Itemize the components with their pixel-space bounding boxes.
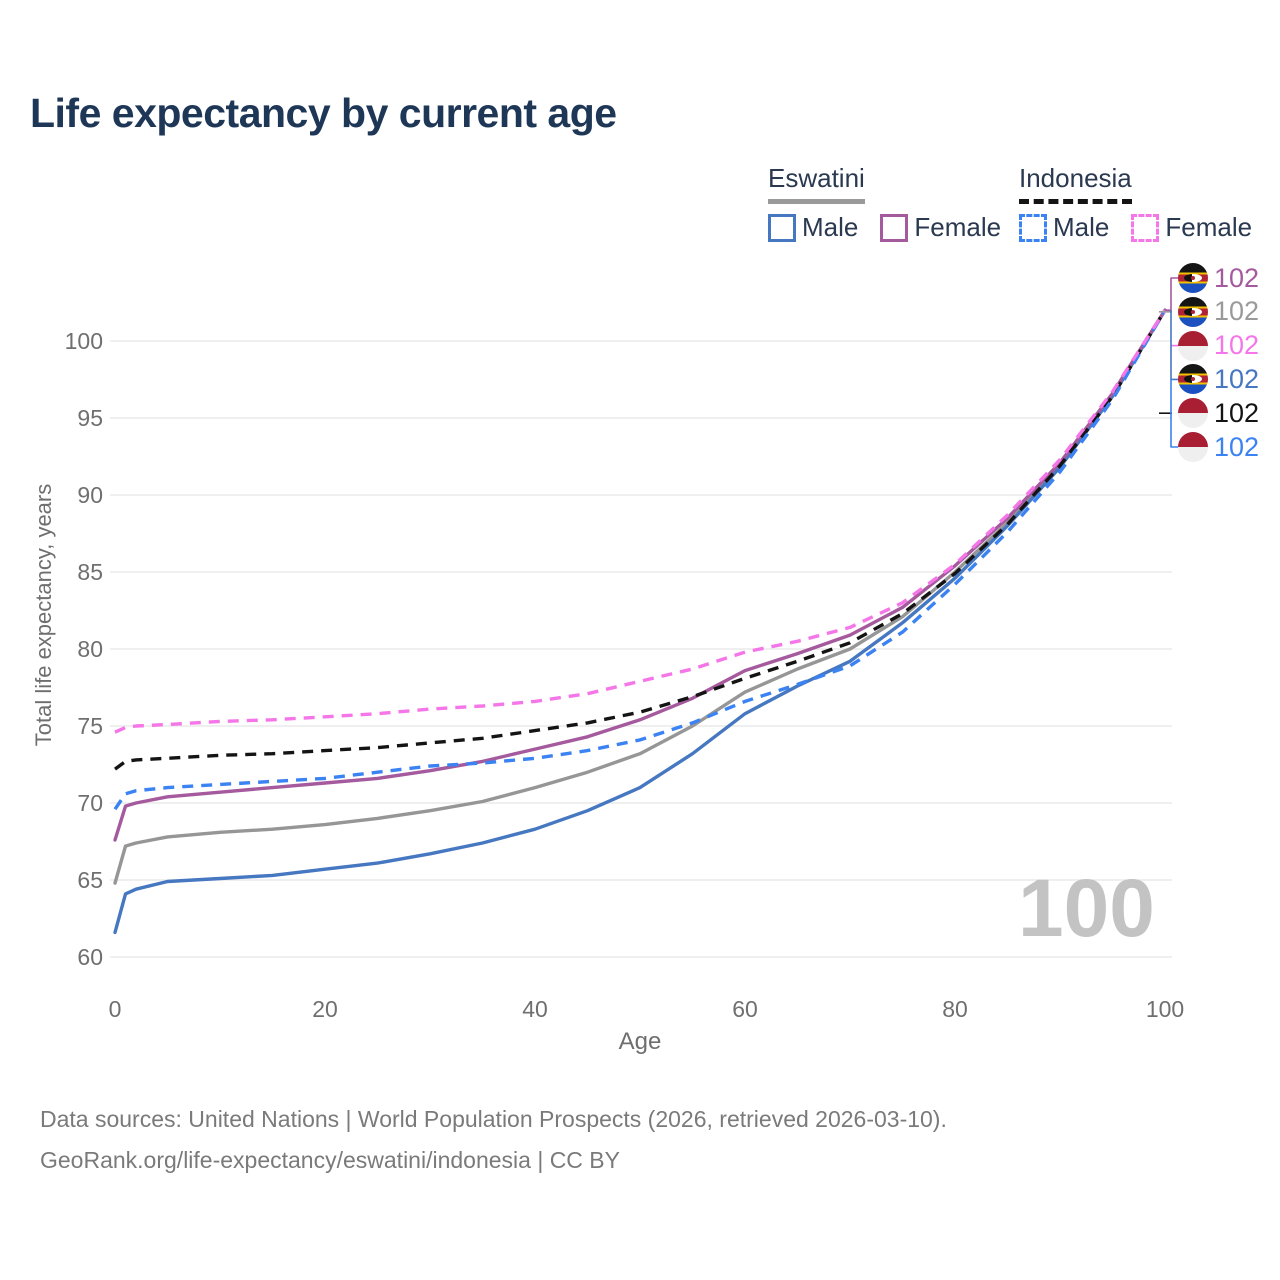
end-label-indonesia-male: 102 <box>1178 432 1259 462</box>
end-label-indonesia: 102 <box>1178 397 1260 429</box>
y-tick-label-80: 80 <box>77 636 103 662</box>
series-line-indonesia-male[interactable] <box>113 309 1167 811</box>
indonesia-flag-icon <box>1178 330 1208 361</box>
eswatini-flag-icon <box>1178 364 1208 395</box>
y-axis-title: Total life expectancy, years <box>31 483 56 747</box>
eswatini-flag-icon <box>1178 296 1208 327</box>
series-line-eswatini[interactable] <box>113 308 1167 885</box>
x-tick-label-60: 60 <box>732 996 758 1022</box>
indonesia-male-swatch-icon <box>1019 213 1047 242</box>
end-label-value: 102 <box>1214 431 1260 462</box>
legend-item-indonesia-male[interactable]: Male <box>1019 212 1109 243</box>
legend-header-eswatini[interactable]: Eswatini <box>768 163 865 204</box>
leader-eswatini-female <box>1165 277 1179 312</box>
x-tick-label-80: 80 <box>942 996 968 1022</box>
end-label-eswatini-female: 102 <box>1178 263 1259 293</box>
eswatini-female-swatch-icon <box>880 213 909 242</box>
legend-item-label: Female <box>1165 212 1253 242</box>
legend-item-label: Male <box>1053 212 1110 242</box>
y-tick-label-65: 65 <box>77 867 103 893</box>
series-line-indonesia-female[interactable] <box>114 309 1167 734</box>
footer-attribution: GeoRank.org/life-expectancy/eswatini/ind… <box>40 1147 620 1173</box>
series-line-eswatini-male[interactable] <box>113 308 1167 935</box>
x-tick-label-20: 20 <box>312 996 338 1022</box>
eswatini-male-swatch-icon <box>768 213 796 242</box>
legend-item-eswatini-male[interactable]: Male <box>768 212 858 243</box>
legend-item-label: Female <box>914 212 1002 242</box>
end-label-indonesia-female: 102 <box>1178 330 1260 361</box>
legend-group-eswatini: Eswatini Male Female <box>768 163 1023 243</box>
end-label-value: 102 <box>1214 296 1260 327</box>
y-tick-label-100: 100 <box>64 328 103 354</box>
footer-sources: Data sources: United Nations | World Pop… <box>40 1106 947 1132</box>
y-tick-label-70: 70 <box>77 790 103 816</box>
series-line-indonesia[interactable] <box>113 309 1167 771</box>
series-line-eswatini-female[interactable] <box>113 308 1167 842</box>
indonesia-flag-icon <box>1178 432 1208 462</box>
page-title: Life expectancy by current age <box>30 90 617 136</box>
indonesia-female-swatch-icon <box>1131 213 1160 242</box>
indonesia-flag-icon <box>1178 398 1208 429</box>
end-label-value: 102 <box>1214 330 1260 361</box>
end-label-value: 102 <box>1214 262 1260 293</box>
end-label-value: 102 <box>1214 363 1260 394</box>
legend-group-indonesia: Indonesia Male Female <box>1019 163 1274 243</box>
legend-header-indonesia[interactable]: Indonesia <box>1019 163 1132 204</box>
x-tick-label-40: 40 <box>522 996 548 1022</box>
end-label-value: 102 <box>1214 397 1260 428</box>
eswatini-flag-icon <box>1178 263 1208 293</box>
age-watermark: 100 <box>1018 863 1155 954</box>
y-tick-label-60: 60 <box>77 944 103 970</box>
legend-item-label: Male <box>802 212 859 242</box>
x-tick-label-0: 0 <box>108 996 122 1022</box>
end-label-eswatini: 102 <box>1178 296 1260 327</box>
y-tick-label-75: 75 <box>77 713 103 739</box>
y-tick-label-85: 85 <box>77 559 103 585</box>
legend-item-eswatini-female[interactable]: Female <box>880 212 1001 243</box>
legend-item-indonesia-female[interactable]: Female <box>1131 212 1252 243</box>
y-tick-label-90: 90 <box>77 482 103 508</box>
y-tick-label-95: 95 <box>77 405 103 431</box>
x-tick-label-100: 100 <box>1145 996 1185 1022</box>
end-label-eswatini-male: 102 <box>1178 363 1260 395</box>
x-axis-title: Age <box>618 1028 662 1055</box>
leader-indonesia-male <box>1170 379 1179 448</box>
